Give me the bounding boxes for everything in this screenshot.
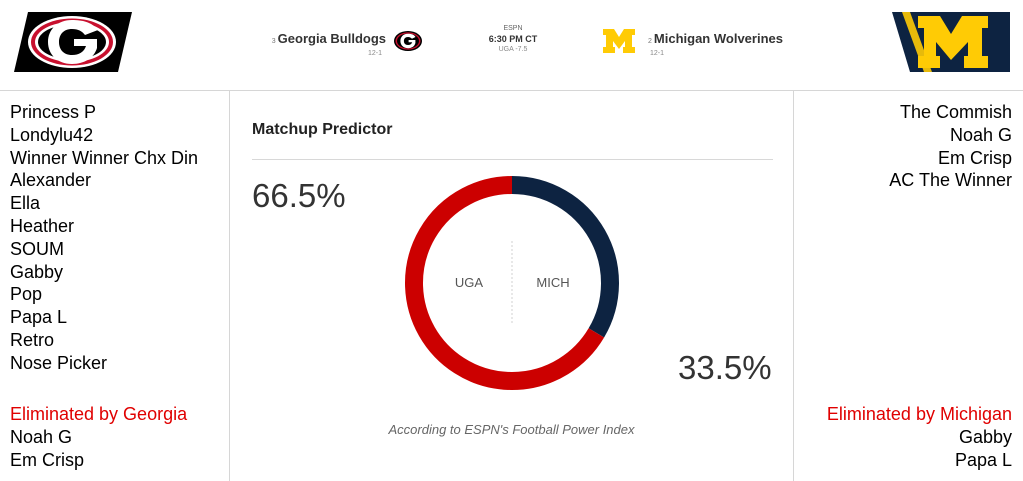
matchup-predictor-panel: Matchup Predictor 66.5% UGA MICH 33.5% A… bbox=[230, 91, 793, 481]
list-item: Papa L bbox=[954, 449, 1012, 470]
list-item: Princess P bbox=[10, 102, 97, 122]
georgia-pickers-column: Princess P Londylu42 Winner Winner Chx D… bbox=[0, 91, 230, 481]
win-probability-donut: UGA MICH bbox=[405, 176, 619, 390]
divider bbox=[252, 159, 773, 160]
list-item: SOUM bbox=[10, 238, 64, 259]
michigan-rank: 2 bbox=[648, 38, 652, 45]
michigan-record: 12-1 bbox=[650, 50, 665, 57]
list-item: Gabby bbox=[958, 426, 1012, 447]
list-item: Em Crisp bbox=[10, 449, 85, 470]
michigan-pickers-column: The Commish Noah G Em Crisp AC The Winne… bbox=[793, 91, 1023, 481]
network-label: ESPN bbox=[503, 25, 523, 32]
matchup-predictor-title: Matchup Predictor bbox=[252, 121, 393, 138]
georgia-team-name: Georgia Bulldogs bbox=[277, 31, 386, 46]
list-item: AC The Winner bbox=[889, 170, 1012, 191]
fpi-footnote: According to ESPN's Football Power Index bbox=[388, 422, 635, 437]
michigan-team-name: Michigan Wolverines bbox=[653, 31, 783, 46]
georgia-record: 12-1 bbox=[367, 50, 382, 57]
list-item: Alexander bbox=[10, 170, 92, 191]
list-item: Heather bbox=[10, 215, 75, 236]
list-item: Ella bbox=[10, 193, 41, 214]
game-time: 6:30 PM CT bbox=[488, 34, 538, 44]
georgia-pickers-list: Princess P Londylu42 Winner Winner Chx D… bbox=[10, 101, 198, 375]
list-item: Em Crisp bbox=[937, 147, 1012, 168]
list-item: Londylu42 bbox=[10, 124, 94, 145]
list-item: Retro bbox=[10, 329, 55, 350]
michigan-arc bbox=[511, 176, 619, 338]
eliminated-by-michigan-list: Eliminated by Michigan Gabby Papa L bbox=[827, 403, 1012, 471]
georgia-rank: 3 bbox=[271, 38, 276, 45]
eliminated-by-georgia-list: Eliminated by Georgia Noah G Em Crisp bbox=[10, 403, 187, 471]
michigan-pickers-list: The Commish Noah G Em Crisp AC The Winne… bbox=[889, 101, 1012, 192]
list-item: Winner Winner Chx Din bbox=[10, 147, 199, 168]
list-item: Noah G bbox=[949, 124, 1012, 145]
game-info: ESPN 6:30 PM CT UGA -7.5 bbox=[468, 25, 558, 53]
michigan-win-percentage: 33.5% bbox=[678, 349, 772, 386]
georgia-mini-logo-icon bbox=[394, 31, 422, 51]
betting-line: UGA -7.5 bbox=[498, 46, 528, 53]
game-header: 3 Georgia Bulldogs 12-1 ESPN 6:30 PM CT U… bbox=[0, 0, 1023, 91]
list-item: Gabby bbox=[10, 261, 64, 282]
michigan-team-info[interactable]: 2 Michigan Wolverines 12-1 bbox=[648, 30, 798, 57]
mich-label: MICH bbox=[536, 275, 569, 290]
georgia-logo-icon bbox=[14, 12, 132, 72]
michigan-logo-icon bbox=[892, 12, 1010, 72]
eliminated-by-michigan-title: Eliminated by Michigan bbox=[826, 404, 1012, 424]
list-item: Nose Picker bbox=[10, 352, 108, 373]
list-item: Noah G bbox=[10, 426, 73, 447]
list-item: Pop bbox=[10, 284, 43, 305]
georgia-win-percentage: 66.5% bbox=[252, 177, 346, 214]
michigan-mini-logo-icon bbox=[603, 29, 635, 53]
eliminated-by-georgia-title: Eliminated by Georgia bbox=[10, 404, 188, 424]
list-item: The Commish bbox=[899, 102, 1012, 122]
georgia-team-info[interactable]: 3 Georgia Bulldogs 12-1 bbox=[268, 30, 386, 57]
georgia-arc bbox=[405, 176, 605, 390]
list-item: Papa L bbox=[10, 307, 68, 328]
uga-label: UGA bbox=[455, 275, 484, 290]
